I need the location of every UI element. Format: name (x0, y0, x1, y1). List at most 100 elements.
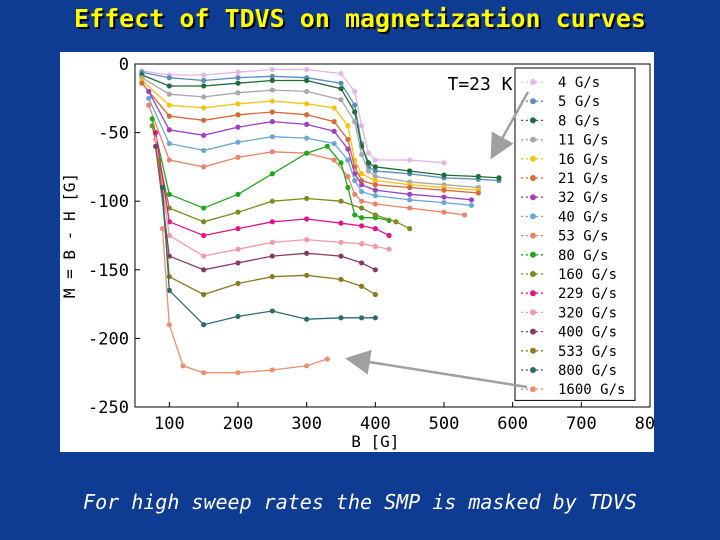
data-point (304, 77, 310, 84)
slide-title: Effect of TDVS on magnetization curves (74, 4, 646, 33)
data-point (235, 154, 241, 160)
y-axis-label: M = B - H [G] (60, 173, 79, 298)
legend-label: 1600 G/s (558, 382, 625, 398)
annotation-arrow-upper (490, 91, 530, 160)
data-point (269, 198, 275, 204)
series-line (141, 80, 479, 191)
data-point (269, 73, 275, 79)
data-point (338, 198, 344, 204)
series-line (141, 68, 445, 164)
data-point (235, 69, 241, 75)
data-point (407, 205, 413, 211)
x-tick-label: 700 (566, 414, 597, 434)
series-7 (146, 95, 475, 208)
data-point (235, 370, 241, 376)
y-tick-label: -250 (88, 398, 129, 418)
data-point (156, 157, 162, 163)
data-point (201, 291, 207, 298)
data-point (201, 253, 207, 259)
legend-swatch-marker (530, 251, 536, 258)
x-tick-label: 200 (223, 414, 254, 434)
data-point (372, 226, 378, 232)
data-point (496, 175, 502, 181)
data-point (359, 171, 365, 177)
data-point (201, 370, 207, 376)
data-point (235, 112, 241, 118)
data-point (201, 205, 207, 211)
x-tick-label: 400 (360, 414, 391, 434)
data-point (146, 102, 152, 108)
data-point (201, 232, 207, 239)
data-point (166, 322, 172, 328)
data-point (269, 98, 275, 104)
data-point (166, 157, 172, 163)
data-point (235, 313, 241, 320)
data-point (235, 139, 241, 145)
data-point (352, 109, 358, 115)
legend-swatch-marker (530, 155, 536, 162)
data-point (201, 105, 207, 111)
legend-label: 5 G/s (558, 94, 600, 110)
series-line (148, 104, 465, 216)
y-tick-label: -150 (88, 261, 129, 281)
y-tick-label: -50 (98, 124, 129, 144)
data-point (372, 243, 378, 250)
data-point (407, 191, 413, 197)
data-point (352, 178, 358, 184)
data-point (338, 97, 344, 103)
data-point (269, 253, 275, 259)
data-point (372, 164, 378, 170)
data-point (146, 95, 152, 101)
data-point (153, 143, 159, 149)
y-tick-label: 0 (119, 55, 129, 75)
data-point (386, 232, 392, 239)
data-point (235, 260, 241, 266)
legend-swatch-marker (530, 98, 536, 105)
data-point (365, 168, 372, 174)
data-point (331, 157, 337, 163)
data-point (166, 287, 172, 293)
legend-label: 160 G/s (558, 267, 617, 283)
data-point (359, 215, 365, 221)
data-point (269, 77, 275, 84)
series-line (151, 125, 410, 230)
data-point (166, 102, 172, 108)
data-point (304, 363, 310, 369)
legend-label: 53 G/s (558, 229, 609, 245)
series-6 (146, 88, 475, 203)
data-point (407, 184, 413, 191)
data-point (166, 127, 172, 133)
temperature-annotation: T=23 K (447, 74, 512, 95)
data-point (304, 88, 310, 95)
series-5 (139, 80, 481, 196)
data-point (304, 250, 310, 256)
data-point (304, 195, 310, 202)
data-point (338, 315, 344, 321)
data-point (372, 291, 378, 298)
data-point (386, 246, 392, 252)
data-point (166, 274, 172, 280)
legend-swatch-marker (530, 232, 536, 239)
data-point (468, 202, 475, 208)
data-point (372, 315, 378, 321)
data-point (269, 66, 275, 73)
data-point (372, 187, 378, 193)
data-point (441, 160, 447, 166)
data-point (269, 274, 275, 280)
data-point (372, 212, 378, 218)
data-point (331, 119, 337, 125)
data-point (180, 363, 186, 369)
x-axis-label: B [G] (351, 432, 399, 451)
data-point (201, 94, 207, 100)
data-point (475, 173, 481, 180)
magnetization-chart: 100 200 300 400 500 600 700 800 0 -50 -100 -150 -200… (60, 55, 665, 451)
data-point (201, 267, 207, 273)
data-point (304, 66, 310, 73)
data-point (166, 191, 172, 197)
data-point (462, 212, 468, 218)
series-10 (149, 123, 413, 232)
data-point (338, 253, 344, 259)
legend-swatch-marker (530, 347, 536, 354)
data-point (269, 149, 275, 155)
data-point (269, 367, 275, 373)
